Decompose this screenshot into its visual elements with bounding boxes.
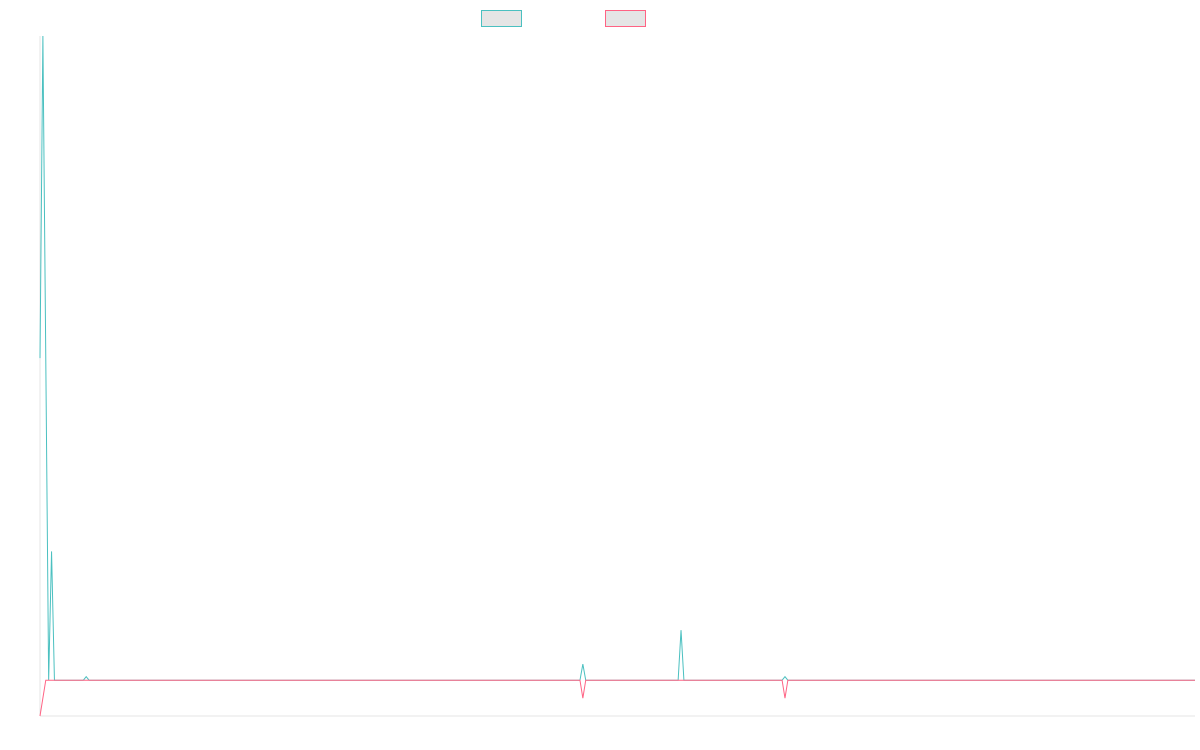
series-line-1 xyxy=(39,35,1195,681)
legend-swatch-1 xyxy=(481,10,522,27)
plot-area xyxy=(39,35,1195,717)
series-line-2 xyxy=(39,679,1195,717)
legend-swatch-2 xyxy=(605,10,646,27)
axes xyxy=(39,36,1195,717)
legend xyxy=(481,10,646,27)
